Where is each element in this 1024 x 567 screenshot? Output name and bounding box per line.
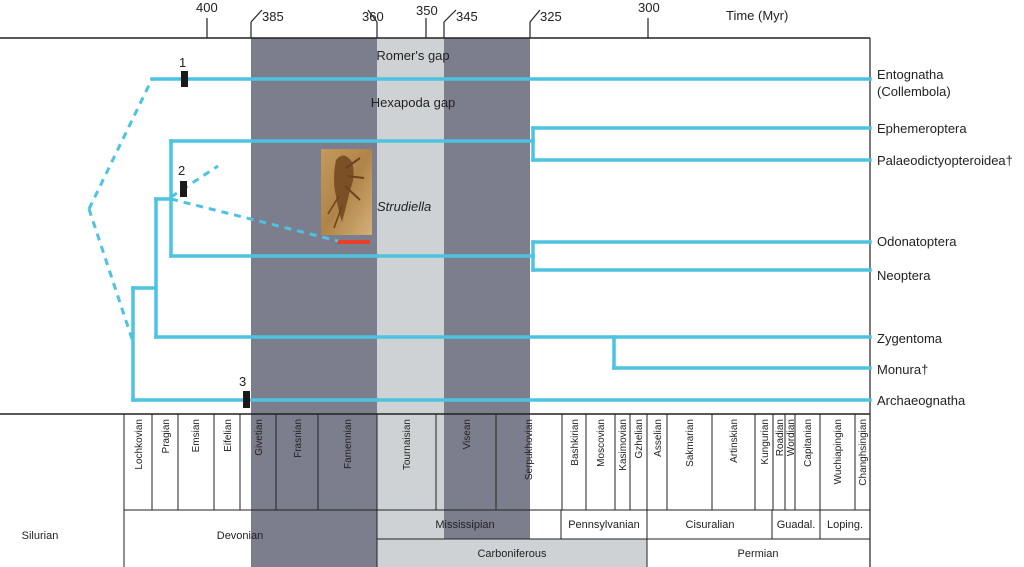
stage-artinskian: Artinskian xyxy=(729,419,740,463)
stage-kungurian: Kungurian xyxy=(760,419,771,465)
stage-capitanian: Capitanian xyxy=(803,419,814,467)
stage-gzhelian: Gzhelian xyxy=(634,419,645,458)
stage-wordian: Wordian xyxy=(786,419,797,456)
stage-serpukhovian: Serpukhovian xyxy=(524,419,535,480)
stage-labels: Lochkovian Pragian Emsian Eifelian Givet… xyxy=(134,419,869,486)
node-marker-1 xyxy=(181,71,188,87)
taxon-label-monura: Monura† xyxy=(877,362,928,377)
stage-roadian: Roadian xyxy=(775,419,786,456)
tick-label-300: 300 xyxy=(638,0,660,15)
taxon-label-odonatoptera: Odonatoptera xyxy=(877,234,957,249)
taxon-label-ephemeroptera: Ephemeroptera xyxy=(877,121,967,136)
tick-label-345: 345 xyxy=(456,9,478,24)
node-marker-1-label: 1 xyxy=(179,55,186,70)
period-devonian: Devonian xyxy=(217,530,263,542)
stage-moscovian: Moscovian xyxy=(596,419,607,467)
stage-emsian: Emsian xyxy=(191,419,202,452)
phylogeny-tree-lines xyxy=(131,77,872,402)
strudiella-fossil-image xyxy=(321,149,372,235)
stage-sakmarian: Sakmarian xyxy=(685,419,696,467)
romers-gap-label: Romer's gap xyxy=(376,48,449,63)
carboniferous-band xyxy=(377,539,647,567)
subperiod-mississippian: Mississipian xyxy=(435,519,494,531)
epoch-guadalupian: Guadal. xyxy=(777,519,816,531)
stage-frasnian: Frasnian xyxy=(293,419,304,458)
node-marker-2-label: 2 xyxy=(178,163,185,178)
tournaisian-light-band xyxy=(377,38,444,539)
stage-givetian: Givetian xyxy=(254,419,265,456)
tick-label-360: 360 xyxy=(362,9,384,24)
stage-wuchiapingian: Wuchiapingian xyxy=(833,419,844,484)
fossil-scale-bar xyxy=(337,240,370,244)
stage-lochkovian: Lochkovian xyxy=(134,419,145,470)
period-permian: Permian xyxy=(738,548,779,560)
taxon-label-zygentoma: Zygentoma xyxy=(877,331,943,346)
visean-dark-band xyxy=(444,38,530,539)
stage-asselian: Asselian xyxy=(653,419,664,457)
epoch-cisuralian: Cisuralian xyxy=(686,519,735,531)
stage-changhsingian: Changhsingian xyxy=(858,419,869,486)
node-marker-3 xyxy=(243,391,250,408)
period-carboniferous: Carboniferous xyxy=(477,548,547,560)
stage-eifelian: Eifelian xyxy=(223,419,234,452)
epoch-lopingian: Loping. xyxy=(827,519,863,531)
tick-label-350: 350 xyxy=(416,3,438,18)
subperiod-pennsylvanian: Pennsylvanian xyxy=(568,519,640,531)
taxon-label-archaeognatha: Archaeognatha xyxy=(877,393,966,408)
romer-gap-band-devonian xyxy=(251,38,377,567)
tick-label-385: 385 xyxy=(262,9,284,24)
period-silurian: Silurian xyxy=(22,530,59,542)
timescale-grid xyxy=(123,414,870,567)
node-marker-2 xyxy=(180,181,187,197)
tick-label-400: 400 xyxy=(196,0,218,15)
taxon-label-collembola: (Collembola) xyxy=(877,84,951,99)
taxon-label-neoptera: Neoptera xyxy=(877,268,931,283)
stage-famennian: Famennian xyxy=(343,419,354,469)
tick-label-325: 325 xyxy=(540,9,562,24)
dashed-stem-lineages xyxy=(87,78,339,343)
time-axis-ticks xyxy=(206,9,649,38)
stage-visean: Visean xyxy=(462,419,473,449)
hexapoda-gap-label: Hexapoda gap xyxy=(371,95,456,110)
stage-bashkirian: Bashkirian xyxy=(570,419,581,466)
stage-tournaisian: Tournaisian xyxy=(402,419,413,470)
taxon-label-entognatha: Entognatha xyxy=(877,67,944,82)
stage-kasimovian: Kasimovian xyxy=(618,419,629,471)
strudiella-label: Strudiella xyxy=(377,199,431,214)
taxon-label-palaeodictyopteroidea: Palaeodictyopteroidea† xyxy=(877,153,1013,168)
stage-pragian: Pragian xyxy=(161,419,172,453)
node-marker-3-label: 3 xyxy=(239,374,246,389)
time-axis-unit-label: Time (Myr) xyxy=(726,8,788,23)
